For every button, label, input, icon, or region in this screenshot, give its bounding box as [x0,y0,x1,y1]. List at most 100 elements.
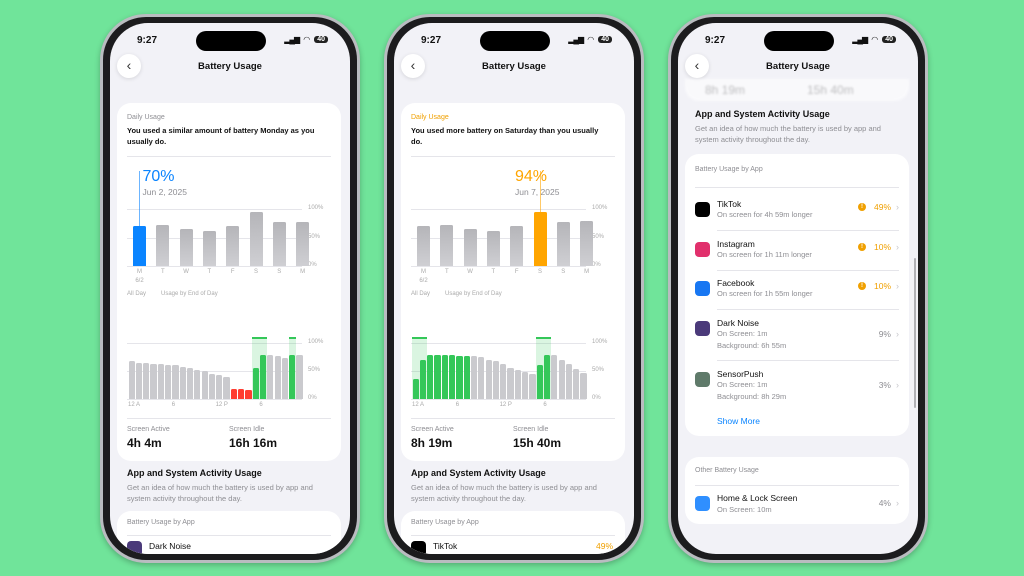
y-tick-label: 100% [308,205,324,211]
app-detail: On screen for 4h 59m longer [717,210,813,219]
hourly-bar[interactable] [449,355,456,399]
hourly-bar[interactable] [223,376,230,399]
hourly-bar[interactable] [485,359,492,399]
app-name[interactable]: Dark Noise [149,541,192,551]
legend-all-day: All Day [411,291,431,297]
battery-by-app-header: Battery Usage by App [695,166,763,173]
hourly-bar[interactable] [165,364,172,399]
divider [695,187,899,188]
hourly-bar[interactable] [543,355,551,399]
hourly-bar[interactable] [128,360,135,399]
wifi-icon: ◠ [871,35,879,44]
daily-bar[interactable] [202,231,216,266]
daily-bar[interactable] [580,220,594,266]
hourly-bar[interactable] [441,355,448,399]
daily-bar[interactable] [296,221,310,266]
hourly-bar[interactable] [143,363,150,399]
daily-bar[interactable] [486,231,500,266]
hourly-bar[interactable] [238,389,245,399]
daily-bar[interactable] [556,222,570,266]
hourly-bar[interactable] [580,373,587,399]
back-button[interactable]: ‹ [117,54,141,78]
daily-bar[interactable] [440,224,454,266]
hourly-bar[interactable] [434,355,441,399]
back-button[interactable]: ‹ [685,54,709,78]
chevron-right-icon: › [896,202,899,212]
divider [717,360,899,361]
daily-bar[interactable] [226,226,240,266]
app-row[interactable]: Instagram On screen for 1h 11m longer! 10%… [685,232,909,271]
warning-icon: ! [857,203,866,211]
hourly-bar[interactable] [281,357,289,399]
hourly-bar[interactable] [492,361,500,399]
hourly-bar[interactable] [296,355,303,399]
daily-bar[interactable] [510,226,524,266]
app-name: TikTok [717,199,742,209]
hourly-bar[interactable] [135,362,143,399]
daily-bar[interactable] [417,226,430,266]
hourly-bar[interactable] [514,369,521,399]
hourly-bar[interactable] [245,390,252,399]
sensorpush-icon [695,372,710,387]
app-name[interactable]: TikTok [433,541,458,551]
app-row[interactable]: SensorPush On Screen: 1m Background: 8h 29… [685,361,909,412]
daily-bar[interactable] [133,226,146,266]
charging-cap [288,337,296,339]
hourly-bar[interactable] [565,364,573,399]
hourly-bar[interactable] [259,355,267,399]
hourly-bar[interactable] [419,359,427,399]
selected-date: Jun 7, 2025 [515,187,560,197]
hourly-bar[interactable] [186,368,194,399]
hourly-bar[interactable] [274,356,281,399]
hourly-bar[interactable] [412,379,419,399]
daily-bar[interactable] [533,212,547,266]
hourly-bar[interactable] [157,364,164,399]
daily-bar[interactable] [156,224,170,266]
hourly-bar[interactable] [529,374,536,399]
hourly-bar[interactable] [558,359,565,399]
hourly-bar[interactable] [289,355,296,399]
scrollbar[interactable] [914,258,916,408]
app-row[interactable]: Facebook On screen for 1h 55m longer! 10% › [685,271,909,310]
back-button[interactable]: ‹ [401,54,425,78]
app-row[interactable]: TikTok On screen for 4h 59m longer! 49% › [685,192,909,231]
gridline [411,266,586,267]
hourly-bar[interactable] [267,355,274,399]
y-tick-label: 50% [592,233,605,240]
hourly-bar[interactable] [470,356,478,399]
hourly-bar[interactable] [179,366,186,399]
hour-label: 12 A [412,402,425,408]
day-label: T [444,269,449,275]
hourly-bar[interactable] [456,355,463,399]
hourly-bar[interactable] [216,375,223,399]
hourly-bar[interactable] [478,357,485,399]
daily-bar[interactable] [272,222,286,266]
hourly-bar[interactable] [573,368,580,399]
hourly-bar[interactable] [252,368,259,399]
app-row[interactable]: Dark Noise On Screen: 1m Background: 6h 55… [685,310,909,361]
phone-screen: 9:27 ▂▄▆ ◠ 40 ‹ Battery Usage Daily Usage You u… [394,23,634,554]
hourly-bar[interactable] [427,355,434,399]
hourly-bar[interactable] [507,368,514,399]
divider [695,485,899,486]
show-more-link[interactable]: Show More [717,416,760,426]
daily-bar[interactable] [179,228,193,266]
hourly-bar[interactable] [208,373,216,399]
daily-bar[interactable] [463,228,477,266]
hourly-bar[interactable] [500,364,507,399]
hourly-bar[interactable] [201,371,208,399]
hourly-bar[interactable] [536,365,543,399]
hourly-bar[interactable] [230,388,237,399]
hourly-bar[interactable] [194,369,201,399]
app-row[interactable]: Home & Lock Screen On Screen: 10m 4% › [685,487,909,522]
day-label: S [561,269,566,275]
hourly-bar[interactable] [150,363,157,399]
app-percent-wrap: 3% › [879,380,899,390]
hourly-bar[interactable] [522,372,529,399]
facebook-icon [695,281,710,296]
divider [717,309,899,310]
hourly-bar[interactable] [463,355,470,399]
hourly-bar[interactable] [551,355,558,399]
hourly-bar[interactable] [172,365,179,399]
daily-bar[interactable] [249,212,263,266]
